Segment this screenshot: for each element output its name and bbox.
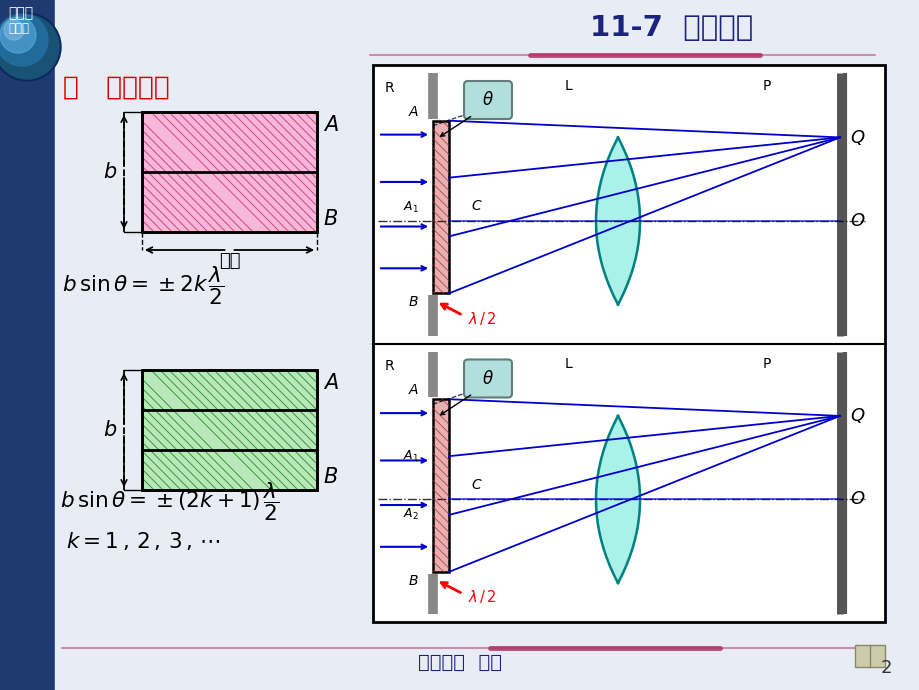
Text: P: P xyxy=(762,357,770,371)
Text: 11-7  单缝衍射: 11-7 单缝衍射 xyxy=(590,14,753,42)
Text: $\theta$: $\theta$ xyxy=(482,91,494,109)
Bar xyxy=(854,645,884,667)
Text: $\lambda\,/\,2$: $\lambda\,/\,2$ xyxy=(468,589,496,605)
Bar xyxy=(142,112,317,232)
Circle shape xyxy=(0,14,48,66)
Text: $b$: $b$ xyxy=(103,162,117,182)
Text: $A_1$: $A_1$ xyxy=(403,449,418,464)
Bar xyxy=(0,0,55,690)
Text: R: R xyxy=(384,81,394,95)
Text: $O$: $O$ xyxy=(849,491,865,509)
Text: 一   半波带法: 一 半波带法 xyxy=(62,75,170,101)
Text: $b\,\sin\theta = \pm 2k\,\dfrac{\lambda}{2}$: $b\,\sin\theta = \pm 2k\,\dfrac{\lambda}… xyxy=(62,264,224,307)
Text: L: L xyxy=(564,357,573,371)
Text: $B$: $B$ xyxy=(408,295,418,309)
Text: $B$: $B$ xyxy=(323,209,337,229)
Text: $A$: $A$ xyxy=(407,105,418,119)
Text: $\lambda\,/\,2$: $\lambda\,/\,2$ xyxy=(468,310,496,327)
Text: P: P xyxy=(762,79,770,93)
Text: 第十一章  光学: 第十一章 光学 xyxy=(417,653,502,672)
Text: 第五版: 第五版 xyxy=(8,22,29,35)
Text: $A$: $A$ xyxy=(323,115,338,135)
Bar xyxy=(142,370,317,490)
Text: L: L xyxy=(564,79,573,93)
Bar xyxy=(142,370,317,490)
FancyBboxPatch shape xyxy=(463,81,512,119)
Circle shape xyxy=(0,17,36,53)
Text: $k = 1\,,\,2\,,\,3\,,\,\cdots$: $k = 1\,,\,2\,,\,3\,,\,\cdots$ xyxy=(66,530,221,552)
FancyBboxPatch shape xyxy=(463,359,512,397)
Circle shape xyxy=(4,20,24,40)
Circle shape xyxy=(0,13,61,81)
Text: $A_1$: $A_1$ xyxy=(403,199,418,215)
Text: 2: 2 xyxy=(879,659,891,677)
Bar xyxy=(372,65,884,622)
Text: $Q$: $Q$ xyxy=(849,128,865,147)
Bar xyxy=(142,112,317,232)
Bar xyxy=(433,121,448,293)
Text: $B$: $B$ xyxy=(408,574,418,588)
Text: $O$: $O$ xyxy=(849,212,865,230)
Circle shape xyxy=(0,15,59,79)
Text: $Q$: $Q$ xyxy=(849,406,865,426)
Text: $A_2$: $A_2$ xyxy=(403,506,418,522)
Text: $A$: $A$ xyxy=(323,373,338,393)
Text: $\theta$: $\theta$ xyxy=(482,370,494,388)
Bar xyxy=(433,400,448,572)
Text: 物理学: 物理学 xyxy=(8,6,33,20)
Text: $B$: $B$ xyxy=(323,467,337,487)
Text: $b\,\sin\theta = \pm(2k+1)\,\dfrac{\lambda}{2}$: $b\,\sin\theta = \pm(2k+1)\,\dfrac{\lamb… xyxy=(60,480,279,523)
Text: $A$: $A$ xyxy=(407,383,418,397)
Text: R: R xyxy=(384,359,394,373)
Text: $C$: $C$ xyxy=(471,199,482,213)
Text: 缝长: 缝长 xyxy=(219,252,240,270)
Text: $C$: $C$ xyxy=(471,478,482,492)
Text: $b$: $b$ xyxy=(103,420,117,440)
